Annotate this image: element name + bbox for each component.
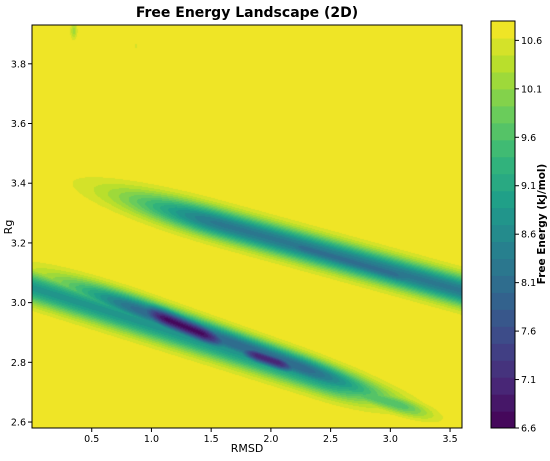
colorbar-level: [491, 394, 515, 412]
y-tick-label: 3.4: [11, 179, 26, 190]
colorbar-ticks: 6.6 7.1 7.6 8.1 8.6 9.1 9.6 10.1 10.6: [515, 36, 542, 435]
y-tick-label: 2.6: [11, 418, 26, 429]
colorbar-tick-label: 9.6: [521, 133, 536, 144]
chart-title: Free Energy Landscape (2D): [136, 5, 358, 21]
x-tick-label: 1.5: [204, 434, 219, 445]
y-tick-label: 3.2: [11, 238, 26, 249]
x-tick-label: 3.0: [383, 434, 398, 445]
colorbar-level: [491, 258, 515, 276]
y-tick-label: 3.6: [11, 119, 26, 130]
colorbar-level: [491, 207, 515, 226]
colorbar-tick-label: 8.6: [521, 230, 536, 241]
y-axis-label: Rg: [2, 220, 15, 235]
plot-frame: [31, 24, 463, 429]
y-tick-label: 2.8: [11, 358, 26, 369]
colorbar-label: Free Energy (kJ/mol): [536, 164, 548, 285]
colorbar-level: [491, 411, 515, 428]
colorbar-tick-label: 6.6: [521, 424, 536, 435]
colorbar-level: [491, 292, 515, 310]
y-axis: 2.6 2.8 3.0 3.2 3.4 3.6 3.8: [11, 59, 32, 429]
y-tick-label: 3.8: [11, 59, 26, 70]
colorbar-tick-label: 10.6: [521, 36, 542, 47]
colorbar-level: [491, 241, 515, 260]
colorbar-level: [491, 173, 515, 192]
colorbar-level: [491, 360, 515, 378]
colorbar-level: [491, 54, 515, 73]
colorbar-level: [491, 224, 515, 243]
colorbar-tick-label: 7.6: [521, 327, 536, 338]
colorbar-level: [491, 156, 515, 175]
y-tick-label: 3.0: [11, 298, 26, 309]
colorbar-tick-label: 8.1: [521, 278, 536, 289]
colorbar-level: [491, 88, 515, 107]
colorbar-level: [491, 105, 515, 124]
colorbar-level: [491, 309, 515, 327]
x-tick-label: 1.0: [144, 434, 159, 445]
colorbar-level: [491, 326, 515, 344]
contour-fill: [32, 25, 462, 428]
x-tick-label: 2.0: [263, 434, 278, 445]
colorbar-tick-label: 7.1: [521, 375, 536, 386]
colorbar-level: [491, 122, 515, 141]
colorbar-level: [491, 377, 515, 395]
colorbar-level: [491, 139, 515, 158]
colorbar-frame: [490, 20, 516, 429]
colorbar: [491, 21, 515, 428]
colorbar-level: [491, 71, 515, 90]
plot-area: [32, 25, 462, 428]
colorbar-tick-label: 10.1: [521, 84, 542, 95]
colorbar-level: [491, 21, 515, 39]
x-axis: 0.5 1.0 1.5 2.0 2.5 3.0 3.5: [84, 428, 458, 445]
colorbar-level: [491, 190, 515, 209]
x-tick-label: 3.5: [443, 434, 458, 445]
colorbar-level: [491, 275, 515, 293]
colorbar-level: [491, 343, 515, 361]
x-tick-label: 0.5: [84, 434, 99, 445]
x-tick-label: 2.5: [323, 434, 338, 445]
x-axis-label: RMSD: [231, 442, 264, 455]
colorbar-tick-label: 9.1: [521, 181, 536, 192]
colorbar-level: [491, 37, 515, 56]
